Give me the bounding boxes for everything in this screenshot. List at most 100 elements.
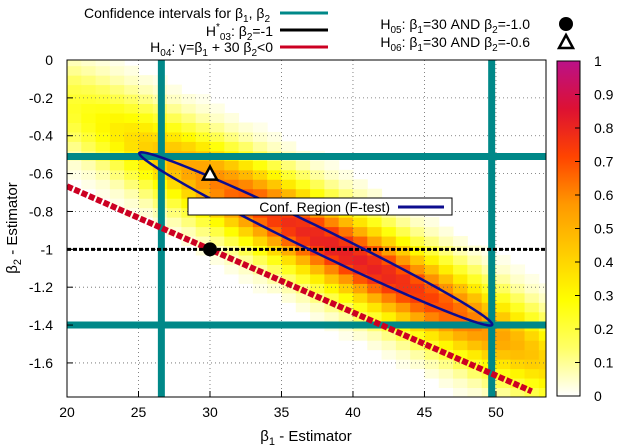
heatmap-cell	[195, 217, 211, 228]
heatmap-cell	[510, 349, 526, 360]
heatmap-cell	[467, 245, 483, 256]
heatmap-cell	[453, 378, 468, 389]
heatmap-cell	[209, 160, 225, 171]
heatmap-cell	[424, 302, 440, 313]
heatmap-cell	[367, 283, 383, 294]
heatmap-cell	[310, 188, 325, 199]
x-tick-label: 20	[59, 404, 75, 420]
colorbar-tick-label: 0.4	[594, 254, 614, 270]
heatmap-cell	[109, 141, 125, 152]
heatmap-cell	[510, 302, 526, 313]
heatmap-cell	[124, 131, 139, 142]
heatmap-cell	[438, 226, 454, 237]
heatmap-cell	[467, 368, 483, 379]
colorbar-tick-label: 1	[594, 53, 602, 69]
heatmap-cell	[281, 226, 297, 237]
heatmap-cell	[167, 131, 182, 142]
heatmap-cell	[395, 226, 411, 237]
heatmap-cell	[281, 283, 297, 294]
heatmap-cell	[238, 217, 254, 228]
heatmap-cell	[338, 217, 354, 228]
heatmap-cell	[195, 160, 211, 171]
heatmap-cell	[467, 273, 483, 284]
heatmap-cell	[124, 122, 139, 133]
heatmap-cell	[524, 387, 540, 397]
heatmap-cell	[167, 217, 182, 228]
heatmap-cell	[81, 160, 97, 171]
heatmap-cell	[267, 141, 282, 152]
heatmap-cell	[410, 349, 425, 360]
colorbar-tick-label: 0.9	[594, 87, 614, 103]
heatmap-cell	[109, 160, 125, 171]
heatmap-cell	[95, 141, 111, 152]
heatmap-cell	[167, 141, 182, 152]
heatmap-cell	[352, 245, 368, 256]
heatmap-cell	[181, 226, 197, 237]
colorbar-tick-label: 0.8	[594, 120, 614, 136]
heatmap-cell	[209, 217, 225, 228]
heatmap-cell	[209, 131, 225, 142]
heatmap-cell	[67, 160, 82, 171]
heatmap-cell	[367, 255, 383, 265]
heatmap-cell	[167, 122, 182, 133]
heatmap-cell	[267, 283, 282, 294]
heatmap-cell	[195, 94, 211, 105]
heatmap-cell	[252, 179, 268, 190]
heatmap-cell	[181, 113, 197, 123]
heatmap-cell	[181, 179, 197, 190]
heatmap-cell	[267, 179, 282, 190]
heatmap-cell	[495, 255, 511, 265]
heatmap-cell	[467, 311, 483, 322]
heatmap-cell	[252, 226, 268, 237]
heatmap-cell	[410, 283, 425, 294]
heatmap-cell	[124, 65, 139, 76]
x-tick-label: 30	[202, 404, 218, 420]
heatmap-cell	[195, 236, 211, 247]
heatmap-cell	[310, 226, 325, 237]
heatmap-cell	[209, 255, 225, 265]
heatmap-cell	[310, 160, 325, 171]
heatmap-cell	[495, 273, 511, 284]
heatmap-cell	[381, 226, 397, 237]
heatmap-cell	[524, 283, 540, 294]
y-tick-label: -0.4	[29, 128, 53, 144]
heatmap-cell	[424, 226, 440, 237]
heatmap-cell	[395, 236, 411, 247]
heatmap-cell	[352, 236, 368, 247]
heatmap-cell	[324, 160, 340, 171]
heatmap-cell	[209, 113, 225, 123]
heatmap-cell	[252, 236, 268, 247]
heatmap-cell	[181, 131, 197, 142]
heatmap-cell	[281, 292, 297, 303]
heatmap-cell	[510, 359, 526, 370]
y-tick-label: 0	[45, 52, 53, 68]
heatmap-cell	[95, 75, 111, 86]
heatmap-cell	[138, 207, 154, 218]
heatmap-cell	[310, 245, 325, 256]
heatmap-cell	[138, 188, 154, 199]
heatmap-cell	[310, 302, 325, 313]
heatmap-cell	[95, 169, 111, 180]
heatmap-cell	[395, 302, 411, 313]
heatmap-cell	[95, 103, 111, 114]
heatmap-cell	[81, 131, 97, 142]
heatmap-cell	[438, 273, 454, 284]
heatmap-cell	[538, 302, 546, 313]
heatmap-cell	[195, 141, 211, 152]
h04-line-path	[67, 183, 533, 395]
heatmap-cell	[424, 273, 440, 284]
heatmap-cell	[381, 283, 397, 294]
heatmap-cell	[109, 122, 125, 133]
heatmap-cell	[410, 292, 425, 303]
conf-region-legend: Conf. Region (F-test)	[187, 197, 453, 216]
heatmap-cell	[124, 198, 139, 209]
heatmap-cell	[109, 65, 125, 76]
heatmap-cell	[167, 94, 182, 105]
heatmap-cell	[310, 236, 325, 247]
heatmap-cell	[238, 245, 254, 256]
heatmap-cell	[238, 226, 254, 237]
heatmap-cell	[81, 65, 97, 76]
heatmap-cell	[324, 302, 340, 313]
heatmap-cell	[438, 264, 454, 275]
heatmap-cell	[238, 141, 254, 152]
